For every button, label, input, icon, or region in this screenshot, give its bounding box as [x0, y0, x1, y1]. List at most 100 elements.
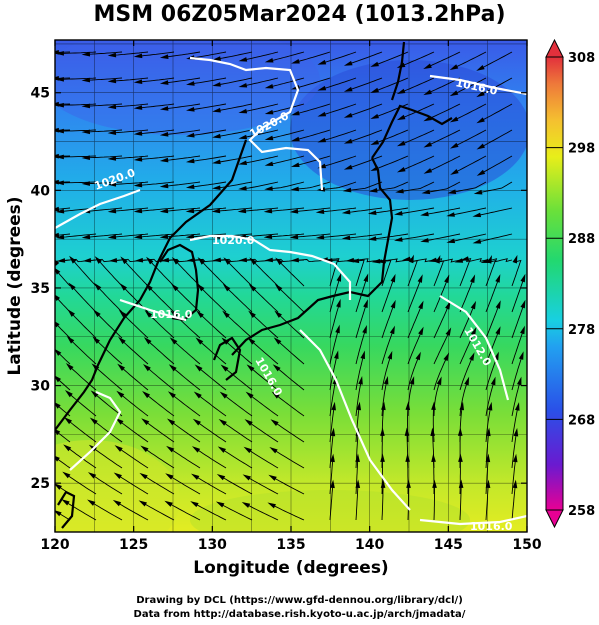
streamline: [59, 77, 97, 80]
streamline-arrowhead: [243, 446, 252, 454]
streamline: [68, 365, 97, 391]
isobars: [55, 56, 527, 526]
streamline-arrowhead: [107, 52, 117, 58]
streamline-arrowhead: [436, 376, 442, 386]
streamline: [248, 421, 279, 443]
streamline-arrowhead: [487, 401, 493, 411]
streamline: [459, 330, 476, 365]
streamline: [320, 181, 357, 191]
streamline-arrowhead: [317, 111, 327, 117]
streamline: [219, 503, 253, 521]
streamline: [138, 233, 175, 238]
streamline-arrowhead: [418, 326, 424, 336]
streamline-arrowhead: [133, 53, 143, 59]
streamline-arrowhead: [197, 257, 206, 265]
streamline: [148, 259, 175, 287]
streamline-arrowhead: [238, 134, 248, 140]
streamline-arrowhead: [185, 208, 195, 214]
streamline: [347, 155, 383, 169]
streamline-arrowhead: [389, 325, 395, 335]
streamline: [59, 155, 97, 158]
streamline: [511, 432, 517, 469]
isobar-1020-north: [189, 56, 324, 191]
streamline: [398, 233, 435, 241]
streamline: [199, 313, 227, 339]
streamline-arrowhead: [55, 76, 64, 82]
streamline-arrowhead: [512, 254, 518, 264]
streamline-arrowhead: [343, 112, 353, 118]
colorbar-tick-label: 298: [568, 142, 595, 157]
streamline: [485, 458, 489, 495]
streamline-arrowhead: [417, 274, 423, 283]
streamline: [453, 129, 487, 147]
streamline: [511, 329, 524, 365]
streamline: [511, 458, 517, 495]
streamline-arrowhead: [212, 185, 221, 190]
streamline: [459, 356, 474, 391]
streamline: [453, 103, 487, 121]
isobar-1012-east: [439, 295, 510, 401]
streamline: [170, 420, 201, 443]
colorbar: 308 298 288 278 268 258: [545, 38, 595, 529]
streamline-arrowhead: [107, 182, 117, 187]
streamline: [242, 129, 279, 139]
y-tick-label: 30: [31, 379, 51, 395]
streamline: [268, 207, 305, 212]
streamline-arrowhead: [363, 299, 368, 308]
streamline: [294, 181, 331, 190]
x-axis-label: Longitude (degrees): [193, 558, 389, 578]
streamline: [112, 181, 149, 185]
streamline-arrowhead: [472, 239, 482, 244]
streamline-arrowhead: [245, 391, 254, 399]
streamline-arrowhead: [238, 186, 247, 191]
streamline: [196, 421, 227, 443]
streamline-arrowhead: [55, 268, 61, 275]
streamline-arrowhead: [238, 257, 247, 263]
streamline: [138, 77, 175, 83]
streamline: [427, 103, 461, 120]
streamline-arrowhead: [289, 234, 299, 240]
streamline-arrowhead: [194, 364, 203, 372]
streamline: [355, 406, 360, 443]
streamline-arrowhead: [263, 208, 273, 214]
streamline: [485, 330, 500, 365]
streamline: [485, 278, 500, 313]
streamline: [197, 366, 227, 391]
streamline: [97, 259, 123, 287]
korea-coast: [159, 243, 200, 322]
streamline: [347, 181, 383, 192]
streamline-arrowhead: [166, 445, 175, 453]
streamline: [381, 303, 395, 339]
streamline: [86, 77, 123, 81]
streamline: [355, 432, 359, 469]
streamline-arrowhead: [87, 499, 96, 506]
streamline: [94, 366, 123, 391]
streamline-arrowhead: [55, 294, 61, 302]
streamline-arrowhead: [470, 300, 477, 310]
colorbar-body: [545, 56, 564, 511]
streamline: [164, 207, 201, 212]
streamline: [225, 313, 253, 339]
streamline-arrowhead: [264, 109, 274, 115]
streamline: [276, 339, 305, 365]
streamline-arrowhead: [171, 283, 179, 292]
streamline-arrowhead: [367, 210, 377, 215]
streamline-arrowhead: [217, 446, 227, 453]
streamline-arrowhead: [449, 116, 459, 123]
streamline-arrowhead: [193, 391, 202, 399]
streamline-arrowhead: [290, 162, 300, 168]
streamline: [168, 502, 201, 521]
streamline: [194, 475, 227, 495]
isobar-1020-central: [189, 234, 352, 300]
streamline-arrowhead: [55, 510, 62, 517]
streamline-arrowhead: [90, 390, 99, 398]
streamline-arrowhead: [457, 427, 463, 436]
streamline: [480, 103, 513, 122]
streamline-arrowhead: [268, 474, 277, 481]
streamline-arrowhead: [133, 208, 143, 214]
streamline-arrowhead: [191, 473, 200, 480]
streamline: [321, 77, 357, 90]
japan-honshu-coast: [231, 157, 394, 356]
streamline: [222, 421, 253, 443]
streamline: [164, 181, 201, 187]
